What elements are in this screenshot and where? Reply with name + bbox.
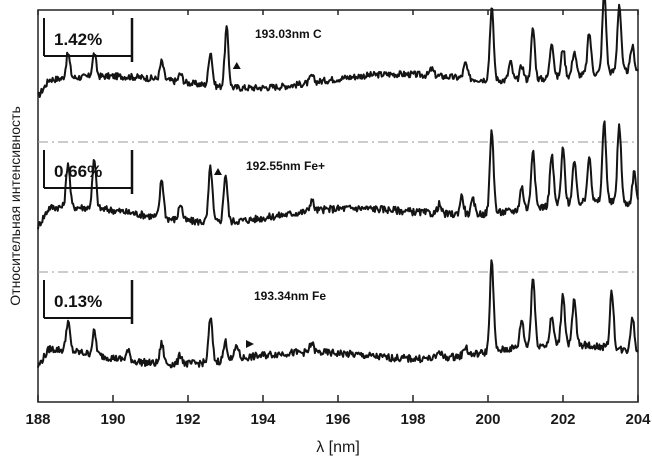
spectrum-trace (37, 120, 639, 230)
x-axis-title: λ [nm] (316, 439, 360, 456)
x-tick-label: 204 (625, 411, 651, 428)
scale-label: 0.66% (54, 162, 102, 181)
peak-annotation: 192.55nm Fe+ (246, 159, 325, 173)
panel-annotations: 1.42% 193.03nm C 0.66% 192.55nm Fe+ 0.13% 193… (43, 18, 326, 348)
scale-label: 0.13% (54, 292, 102, 311)
peak-annotation: 193.34nm Fe (254, 289, 326, 303)
x-tick-label: 200 (475, 411, 500, 428)
spectrum-traces (37, 0, 639, 369)
peak-annotation: 193.03nm C (255, 27, 322, 41)
x-tick-label: 202 (550, 411, 575, 428)
x-tick-label: 194 (250, 411, 276, 428)
peak-marker (246, 340, 254, 348)
peak-marker (232, 62, 241, 69)
x-tick-label: 188 (25, 411, 50, 428)
scale-label: 1.42% (54, 30, 102, 49)
y-axis-title: Относительная интенсивность (7, 106, 23, 305)
x-tick-label: 196 (325, 411, 350, 428)
x-axis-ticks: 188 190 192 194 196 198 200 202 204 (25, 10, 651, 428)
x-tick-label: 192 (175, 411, 200, 428)
spectrum-trace (37, 0, 639, 98)
x-tick-label: 198 (400, 411, 425, 428)
x-tick-label: 190 (100, 411, 125, 428)
spectrum-trace (37, 259, 639, 369)
peak-marker (214, 168, 222, 175)
